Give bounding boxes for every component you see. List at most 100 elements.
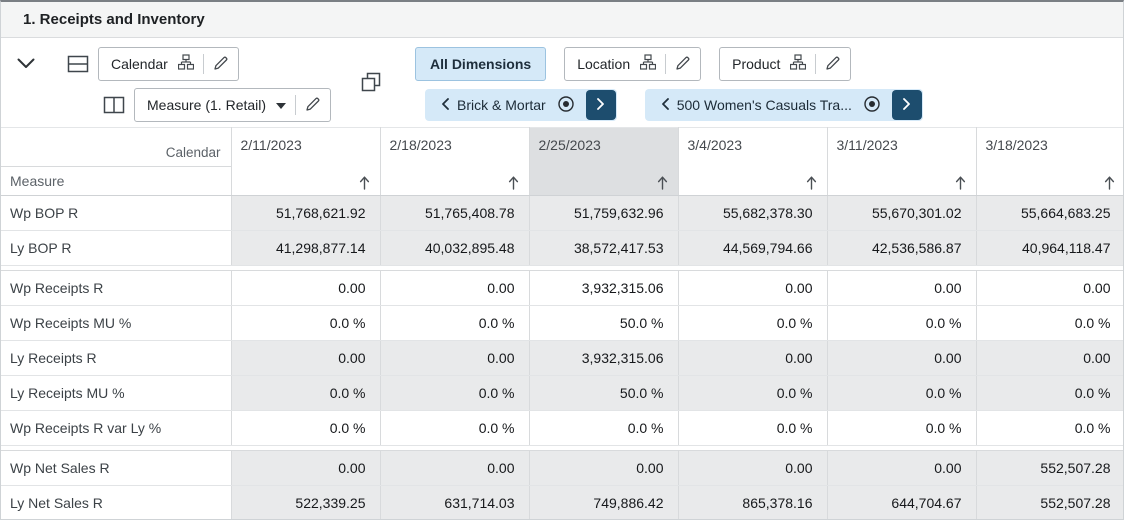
group-separator bbox=[1, 445, 1123, 451]
data-cell[interactable]: 51,759,632.96 bbox=[529, 195, 679, 231]
data-cell[interactable]: 631,714.03 bbox=[380, 485, 530, 519]
all-dimensions-button[interactable]: All Dimensions bbox=[415, 47, 547, 81]
data-cell[interactable]: 0.00 bbox=[827, 270, 977, 306]
data-cell[interactable]: 40,032,895.48 bbox=[380, 230, 530, 266]
data-cell[interactable]: 644,704.67 bbox=[827, 485, 977, 519]
data-cell[interactable]: 0.00 bbox=[678, 270, 828, 306]
data-cell[interactable]: 0.00 bbox=[678, 450, 828, 486]
data-cell[interactable]: 50.0 % bbox=[529, 305, 679, 341]
column-header[interactable]: 2/11/2023 bbox=[231, 127, 381, 196]
data-cell[interactable]: 0.0 % bbox=[827, 375, 977, 411]
product-dimension-tile[interactable]: Product bbox=[719, 47, 852, 81]
edit-location-button[interactable] bbox=[675, 55, 691, 74]
data-cell[interactable]: 50.0 % bbox=[529, 375, 679, 411]
data-cell[interactable]: 0.0 % bbox=[976, 305, 1123, 341]
data-cell[interactable]: 0.0 % bbox=[380, 375, 530, 411]
data-cell[interactable]: 865,378.16 bbox=[678, 485, 828, 519]
data-cell[interactable]: 55,682,378.30 bbox=[678, 195, 828, 231]
data-cell[interactable]: 0.0 % bbox=[231, 305, 381, 341]
sort-ascending-icon[interactable] bbox=[806, 175, 817, 190]
measure-row-label[interactable]: Ly Receipts MU % bbox=[1, 375, 232, 411]
data-cell[interactable]: 0.0 % bbox=[231, 410, 381, 446]
target-icon bbox=[557, 95, 575, 116]
edit-measure-button[interactable] bbox=[305, 96, 321, 115]
sort-ascending-icon[interactable] bbox=[955, 175, 966, 190]
data-cell[interactable]: 40,964,118.47 bbox=[976, 230, 1123, 266]
sort-ascending-icon[interactable] bbox=[508, 175, 519, 190]
data-cell[interactable]: 0.00 bbox=[529, 450, 679, 486]
next-location-button[interactable] bbox=[585, 90, 616, 120]
data-cell[interactable]: 38,572,417.53 bbox=[529, 230, 679, 266]
data-cell[interactable]: 0.0 % bbox=[827, 410, 977, 446]
data-cell[interactable]: 0.00 bbox=[380, 270, 530, 306]
measure-row-label[interactable]: Ly Receipts R bbox=[1, 340, 232, 376]
sort-ascending-icon[interactable] bbox=[359, 175, 370, 190]
data-cell[interactable]: 0.0 % bbox=[380, 410, 530, 446]
column-header[interactable]: 3/4/2023 bbox=[678, 127, 828, 196]
data-cell[interactable]: 55,670,301.02 bbox=[827, 195, 977, 231]
overlapping-squares-icon bbox=[361, 72, 381, 95]
measure-row-label[interactable]: Wp Net Sales R bbox=[1, 450, 232, 486]
pencil-icon bbox=[213, 55, 229, 74]
data-cell[interactable]: 0.0 % bbox=[529, 410, 679, 446]
measure-row-label[interactable]: Wp Receipts MU % bbox=[1, 305, 232, 341]
data-cell[interactable]: 41,298,877.14 bbox=[231, 230, 381, 266]
data-cell[interactable]: 0.00 bbox=[827, 450, 977, 486]
data-cell[interactable]: 0.0 % bbox=[678, 375, 828, 411]
data-cell[interactable]: 522,339.25 bbox=[231, 485, 381, 519]
measure-row-label[interactable]: Wp BOP R bbox=[1, 195, 232, 231]
data-cell[interactable]: 0.00 bbox=[976, 270, 1123, 306]
column-header[interactable]: 3/11/2023 bbox=[827, 127, 977, 196]
location-position-button[interactable] bbox=[557, 95, 575, 116]
data-cell[interactable]: 0.0 % bbox=[678, 410, 828, 446]
data-cell[interactable]: 0.0 % bbox=[380, 305, 530, 341]
data-cell[interactable]: 0.0 % bbox=[976, 375, 1123, 411]
data-cell[interactable]: 0.0 % bbox=[827, 305, 977, 341]
page-axis-button[interactable] bbox=[361, 72, 381, 95]
data-cell[interactable]: 3,932,315.06 bbox=[529, 270, 679, 306]
previous-product-button[interactable] bbox=[653, 97, 677, 113]
data-cell[interactable]: 0.00 bbox=[231, 450, 381, 486]
measure-row-label[interactable]: Ly Net Sales R bbox=[1, 485, 232, 519]
data-cell[interactable]: 0.00 bbox=[827, 340, 977, 376]
data-cell[interactable]: 42,536,586.87 bbox=[827, 230, 977, 266]
column-header[interactable]: 3/18/2023 bbox=[976, 127, 1123, 196]
data-cell[interactable]: 55,664,683.25 bbox=[976, 195, 1123, 231]
edit-product-button[interactable] bbox=[825, 55, 841, 74]
data-cell[interactable]: 0.0 % bbox=[231, 375, 381, 411]
data-cell[interactable]: 0.00 bbox=[380, 450, 530, 486]
data-cell[interactable]: 0.0 % bbox=[678, 305, 828, 341]
location-dimension-tile[interactable]: Location bbox=[564, 47, 702, 81]
sort-ascending-icon[interactable] bbox=[1104, 175, 1115, 190]
sort-ascending-icon[interactable] bbox=[657, 175, 668, 190]
measure-row-label[interactable]: Wp Receipts R var Ly % bbox=[1, 410, 232, 446]
data-cell[interactable]: 3,932,315.06 bbox=[529, 340, 679, 376]
data-cell[interactable]: 51,765,408.78 bbox=[380, 195, 530, 231]
measure-dimension-tile[interactable]: Measure (1. Retail) bbox=[134, 88, 332, 122]
data-cell[interactable]: 552,507.28 bbox=[976, 485, 1123, 519]
column-header-label: 3/4/2023 bbox=[687, 137, 743, 153]
product-position-button[interactable] bbox=[863, 95, 881, 116]
calendar-dimension-tile[interactable]: Calendar bbox=[98, 47, 239, 81]
previous-location-button[interactable] bbox=[433, 97, 457, 113]
data-cell[interactable]: 44,569,794.66 bbox=[678, 230, 828, 266]
measure-row-label[interactable]: Ly BOP R bbox=[1, 230, 232, 266]
data-cell[interactable]: 0.00 bbox=[678, 340, 828, 376]
data-cell[interactable]: 0.0 % bbox=[976, 410, 1123, 446]
edit-calendar-button[interactable] bbox=[213, 55, 229, 74]
data-cell[interactable]: 51,768,621.92 bbox=[231, 195, 381, 231]
table-row: Wp Receipts R var Ly % 0.0 % 0.0 % 0.0 % 0.0… bbox=[1, 410, 1123, 446]
product-tile-label: Product bbox=[732, 56, 781, 72]
column-header[interactable]: 2/18/2023 bbox=[380, 127, 530, 196]
data-cell[interactable]: 0.00 bbox=[231, 340, 381, 376]
data-cell[interactable]: 0.00 bbox=[380, 340, 530, 376]
next-product-button[interactable] bbox=[891, 90, 922, 120]
data-cell[interactable]: 0.00 bbox=[976, 340, 1123, 376]
collapse-toolbar-button[interactable] bbox=[9, 47, 43, 81]
chevron-right-icon bbox=[596, 97, 605, 113]
column-header[interactable]: 2/25/2023 bbox=[529, 127, 679, 196]
data-cell[interactable]: 749,886.42 bbox=[529, 485, 679, 519]
data-cell[interactable]: 0.00 bbox=[231, 270, 381, 306]
measure-row-label[interactable]: Wp Receipts R bbox=[1, 270, 232, 306]
data-cell[interactable]: 552,507.28 bbox=[976, 450, 1123, 486]
